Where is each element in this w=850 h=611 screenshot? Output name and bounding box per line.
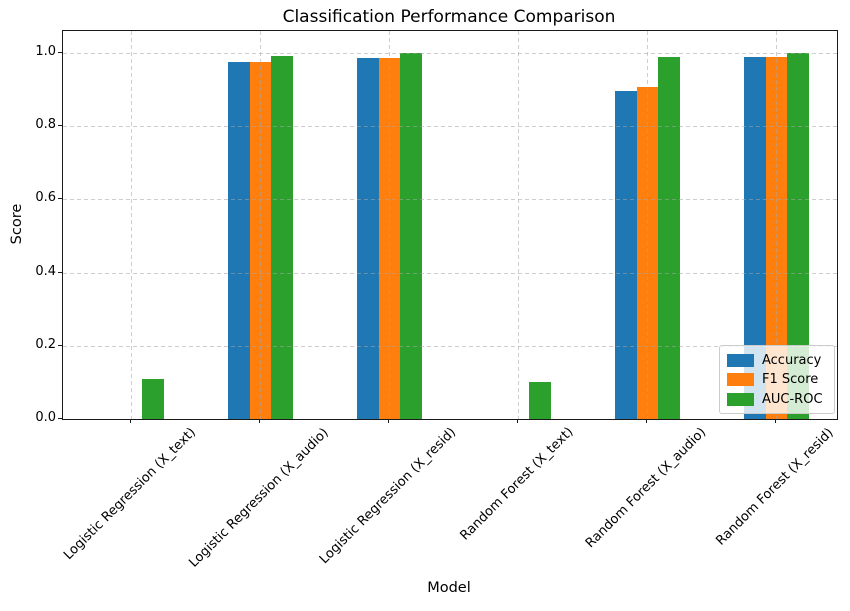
y-tick-label: 0.4 <box>35 263 56 279</box>
legend-label: AUC-ROC <box>762 391 823 407</box>
legend: Accuracy F1 Score AUC-ROC <box>719 345 835 414</box>
y-tick-mark <box>58 271 62 273</box>
y-tick-label: 0.2 <box>35 336 56 352</box>
bar-auc-roc-5 <box>787 52 809 419</box>
bar-auc-roc-2 <box>400 52 422 419</box>
gridline-y-0.6 <box>63 199 837 201</box>
gridline-x-4 <box>647 31 649 419</box>
gridline-x-3 <box>518 31 520 419</box>
gridline-y-1.0 <box>63 52 837 54</box>
x-tick-label: Random Forest (X_resid) <box>713 424 837 549</box>
bar-auc-roc-4 <box>658 57 680 419</box>
gridline-x-1 <box>260 31 262 419</box>
bar-accuracy-1 <box>228 61 250 419</box>
gridline-y-0.8 <box>63 126 837 128</box>
legend-entry-f1-score: F1 Score <box>727 372 828 387</box>
x-tick-mark <box>646 419 648 423</box>
gridline-y-0.2 <box>63 345 837 347</box>
bar-auc-roc-3 <box>529 382 551 419</box>
y-tick-mark <box>58 125 62 127</box>
bar-accuracy-4 <box>615 90 637 419</box>
bar-auc-roc-1 <box>271 56 293 419</box>
legend-entry-auc-roc: AUC-ROC <box>727 392 828 407</box>
y-tick-mark <box>58 344 62 346</box>
legend-entry-accuracy: Accuracy <box>727 353 828 368</box>
y-tick-label: 0.8 <box>35 117 56 133</box>
bar-auc-roc-0 <box>142 378 164 419</box>
legend-label: Accuracy <box>762 352 822 368</box>
x-tick-mark <box>775 419 777 423</box>
y-tick-mark <box>58 418 62 419</box>
x-tick-mark <box>517 419 519 423</box>
legend-swatch <box>727 392 754 406</box>
y-tick-label: 0.6 <box>35 190 56 206</box>
plot-area <box>62 30 838 420</box>
legend-swatch <box>727 373 754 386</box>
y-axis-label: Score <box>9 203 25 245</box>
x-tick-mark <box>259 419 261 423</box>
gridline-x-2 <box>389 31 391 419</box>
x-tick-label: Random Forest (X_text) <box>457 424 577 544</box>
y-tick-mark <box>58 198 62 200</box>
legend-label: F1 Score <box>762 372 819 387</box>
x-tick-label: Logistic Regression (X_resid) <box>317 424 460 568</box>
gridline-x-5 <box>776 31 778 419</box>
x-tick-mark <box>130 419 132 423</box>
x-axis-label: Model <box>427 580 471 596</box>
x-tick-label: Logistic Regression (X_text) <box>61 424 200 563</box>
x-tick-label: Logistic Regression (X_audio) <box>186 424 332 571</box>
x-tick-label: Random Forest (X_audio) <box>583 424 710 552</box>
y-tick-label: 0.0 <box>35 410 56 425</box>
bar-accuracy-5 <box>744 57 766 419</box>
x-tick-mark <box>388 419 390 423</box>
y-tick-label: 1.0 <box>35 43 56 59</box>
bar-accuracy-2 <box>357 57 379 419</box>
gridline-x-0 <box>131 31 133 419</box>
y-tick-mark <box>58 51 62 53</box>
legend-swatch <box>727 353 754 367</box>
chart-title: Classification Performance Comparison <box>282 7 616 27</box>
gridline-y-0.4 <box>63 272 837 274</box>
